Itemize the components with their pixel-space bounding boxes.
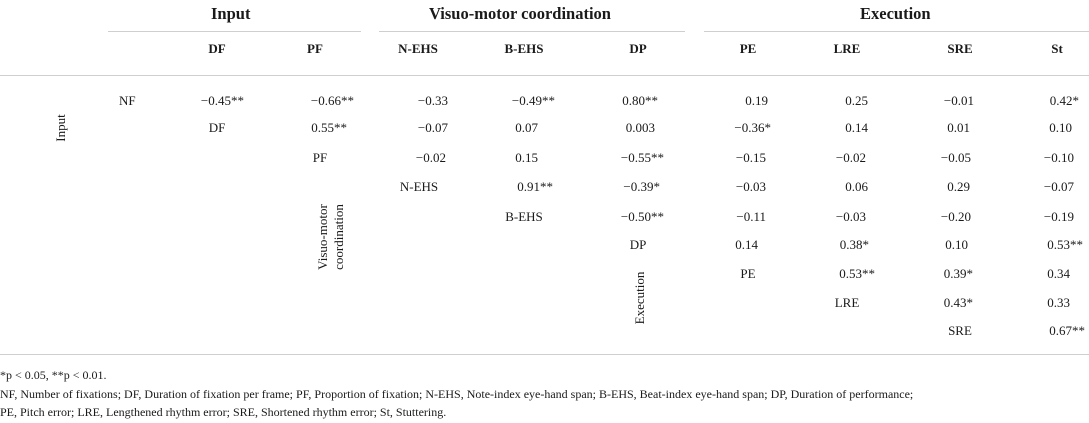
table-cell: 0.42* xyxy=(1049,93,1079,108)
col-header: LRE xyxy=(833,41,861,56)
table-cell: 0.29 xyxy=(947,179,970,194)
row-label: PF xyxy=(312,150,328,165)
header-rule xyxy=(0,75,1089,76)
table-cell: −0.45** xyxy=(200,93,244,108)
table-cell: 0.43* xyxy=(943,295,973,310)
col-header: B-EHS xyxy=(504,41,544,56)
table-cell: 0.80** xyxy=(622,93,658,108)
side-label-line: coordination xyxy=(331,204,346,270)
col-header: St xyxy=(1051,41,1063,56)
table-cell: 0.33 xyxy=(1047,295,1070,310)
table-cell: −0.02 xyxy=(835,150,866,165)
row-label: NF xyxy=(119,93,136,108)
table-cell: 0.003 xyxy=(625,120,655,135)
table-cell: −0.20 xyxy=(940,209,971,224)
col-header: N-EHS xyxy=(398,41,438,56)
table-cell: 0.91** xyxy=(517,179,553,194)
bottom-rule xyxy=(0,354,1089,355)
side-label-line: Visuo-motor xyxy=(315,204,330,270)
col-header: DP xyxy=(629,41,647,56)
table-cell: 0.14 xyxy=(735,237,758,252)
table-cell: 0.53** xyxy=(839,266,875,281)
table-cell: −0.10 xyxy=(1043,150,1074,165)
table-cell: 0.25 xyxy=(845,93,868,108)
group-rule-visuomotor xyxy=(379,31,685,32)
footnote-significance: *p < 0.05, **p < 0.01. xyxy=(0,368,107,382)
table-cell: −0.50** xyxy=(620,209,664,224)
table-cell: 0.53** xyxy=(1047,237,1083,252)
table-cell: −0.15 xyxy=(735,150,766,165)
side-label-visuomotor: Visuo-motor coordination xyxy=(315,177,349,297)
table-cell: −0.07 xyxy=(417,120,448,135)
table-cell: 0.14 xyxy=(845,120,868,135)
table-cell: −0.39* xyxy=(623,179,660,194)
table-cell: −0.66** xyxy=(310,93,354,108)
table-cell: 0.10 xyxy=(1049,120,1072,135)
group-rule-execution xyxy=(704,31,1089,32)
row-label: SRE xyxy=(948,323,972,338)
table-cell: −0.55** xyxy=(620,150,664,165)
table-cell: −0.07 xyxy=(1043,179,1074,194)
row-label: DP xyxy=(629,237,647,252)
side-label-input: Input xyxy=(53,114,68,142)
table-cell: −0.49** xyxy=(511,93,555,108)
table-cell: 0.39* xyxy=(943,266,973,281)
table-cell: 0.19 xyxy=(745,93,768,108)
col-header: PE xyxy=(739,41,757,56)
table-cell: 0.06 xyxy=(845,179,868,194)
side-label-execution: Execution xyxy=(632,271,647,325)
table-cell: −0.03 xyxy=(835,209,866,224)
group-header-visuomotor: Visuo-motor coordination xyxy=(429,4,611,23)
footnote-abbreviations-2: PE, Pitch error; LRE, Lengthened rhythm … xyxy=(0,405,447,419)
group-header-input: Input xyxy=(211,4,251,23)
group-header-execution: Execution xyxy=(860,4,931,23)
table-cell: 0.55** xyxy=(311,120,347,135)
row-label: B-EHS xyxy=(505,209,543,224)
col-header: PF xyxy=(307,41,323,56)
table-cell: −0.19 xyxy=(1043,209,1074,224)
table-cell: 0.01 xyxy=(947,120,970,135)
row-label: PE xyxy=(740,266,756,281)
row-label: N-EHS xyxy=(399,179,439,194)
table-cell: 0.15 xyxy=(515,150,538,165)
table-cell: 0.38* xyxy=(839,237,869,252)
table-cell: −0.03 xyxy=(735,179,766,194)
row-label: DF xyxy=(208,120,226,135)
table-cell: 0.34 xyxy=(1047,266,1070,281)
table-cell: −0.02 xyxy=(415,150,446,165)
col-header: SRE xyxy=(947,41,973,56)
table-cell: 0.10 xyxy=(945,237,968,252)
footnote-abbreviations-1: NF, Number of fixations; DF, Duration of… xyxy=(0,387,914,401)
table-cell: −0.01 xyxy=(943,93,974,108)
col-header: DF xyxy=(208,41,226,56)
table-cell: 0.07 xyxy=(515,120,538,135)
table-cell: −0.36* xyxy=(734,120,771,135)
table-cell: −0.33 xyxy=(417,93,448,108)
row-label: LRE xyxy=(834,295,860,310)
group-rule-input xyxy=(108,31,361,32)
table-cell: 0.67** xyxy=(1049,323,1085,338)
table-cell: −0.05 xyxy=(940,150,971,165)
table-cell: −0.11 xyxy=(736,209,766,224)
